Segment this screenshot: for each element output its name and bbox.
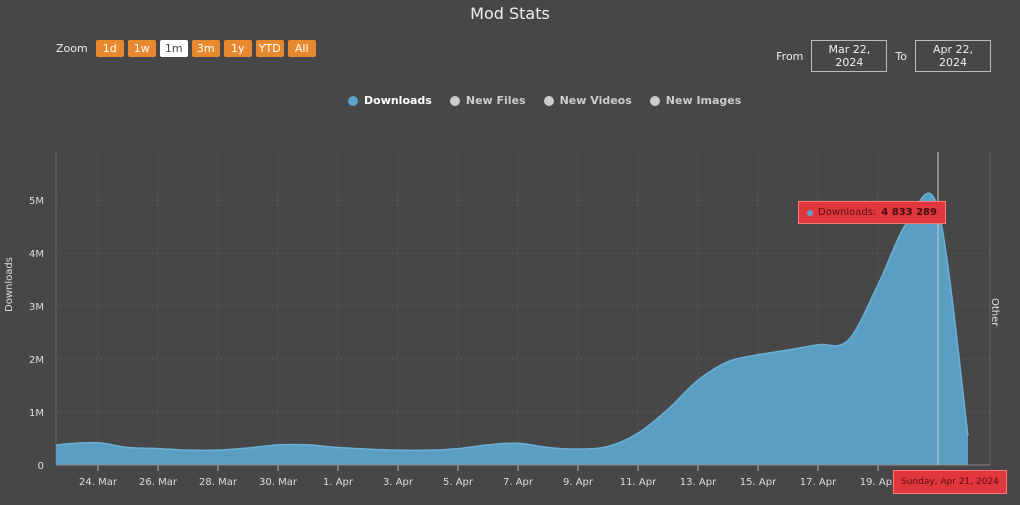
tooltip: Downloads: 4 833 289 [798,201,946,224]
legend-dot-icon [649,95,660,106]
x-tick-label: 11. Apr [620,477,657,488]
legend-downloads[interactable]: Downloads [348,94,432,107]
y-tick-label: 5M [29,196,44,207]
legend-dot-icon [449,95,460,106]
downloads-line [56,192,969,452]
x-tick-label: 13. Apr [680,477,717,488]
legend-label: New Files [465,94,526,107]
x-tick-label: 26. Mar [139,477,178,488]
x-tick-label: 19. Apr [860,477,897,488]
legend-new-files[interactable]: New Files [449,94,526,107]
date-tooltip: Sunday, Apr 21, 2024 [893,470,1007,494]
legend-label: Downloads [364,94,432,107]
x-tick-label: 5. Apr [443,477,474,488]
x-tick-label: 3. Apr [383,477,414,488]
tooltip-series: Downloads: [818,207,877,218]
x-tick-label: 17. Apr [800,477,837,488]
zoom-all-button[interactable]: All [287,40,316,57]
y-tick-label: 0 [38,461,44,472]
series-dot-icon [807,209,813,216]
x-tick-label: 1. Apr [323,477,354,488]
legend-label: New Images [665,94,742,107]
date-range: From Mar 22, 2024 To Apr 22, 2024 [776,40,991,72]
to-label: To [895,49,907,63]
from-date-input[interactable]: Mar 22, 2024 [811,40,888,72]
zoom-3m-button[interactable]: 3m [191,40,220,57]
from-label: From [776,49,804,63]
y2-axis-title: Other [989,298,1000,327]
zoom-controls: Zoom 1d 1w 1m 3m 1y YTD All [56,40,316,57]
x-tick-label: 30. Mar [259,477,298,488]
x-tick-label: 28. Mar [199,477,238,488]
legend-dot-icon [543,95,554,106]
tooltip-value: 4 833 289 [881,207,937,218]
zoom-1y-button[interactable]: 1y [223,40,252,57]
zoom-1w-button[interactable]: 1w [127,40,156,57]
y-tick-label: 1M [29,408,44,419]
zoom-1d-button[interactable]: 1d [95,40,124,57]
x-tick-label: 15. Apr [740,477,777,488]
to-date-input[interactable]: Apr 22, 2024 [915,40,991,72]
legend-new-images[interactable]: New Images [649,94,742,107]
y-tick-label: 3M [29,302,44,313]
zoom-ytd-button[interactable]: YTD [255,40,284,57]
x-tick-label: 9. Apr [563,477,594,488]
y-tick-label: 4M [29,249,44,260]
chart-title: Mod Stats [470,4,550,23]
y-tick-label: 2M [29,355,44,366]
x-tick-label: 24. Mar [79,477,118,488]
downloads-area [56,193,968,465]
legend-dot-icon [348,95,358,106]
y-axis-title: Downloads [4,257,15,312]
x-tick-label: 7. Apr [503,477,534,488]
legend-label: New Videos [559,94,632,107]
legend-new-videos[interactable]: New Videos [543,94,632,107]
zoom-1m-button[interactable]: 1m [159,40,188,57]
legend: Downloads New Files New Videos New Image… [348,94,741,107]
zoom-label: Zoom [56,42,88,55]
